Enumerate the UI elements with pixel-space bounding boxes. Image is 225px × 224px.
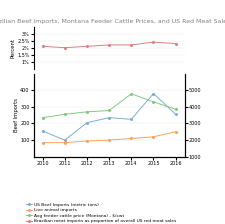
US Beef Imports (metric tons) <box>130 118 133 121</box>
Live animal imports <box>41 141 44 144</box>
Line: Avg feeder cattle price (Montana) - $/cwt: Avg feeder cattle price (Montana) - $/cw… <box>42 93 176 118</box>
US Beef Imports (metric tons) <box>63 139 66 142</box>
Line: Live animal imports: Live animal imports <box>42 131 176 144</box>
Legend: US Beef Imports (metric tons), Live animal imports, Avg feeder cattle price (Mon: US Beef Imports (metric tons), Live anim… <box>25 202 177 224</box>
Line: US Beef Imports (metric tons): US Beef Imports (metric tons) <box>42 93 176 141</box>
Avg feeder cattle price (Montana) - $/cwt <box>41 116 44 119</box>
Avg feeder cattle price (Montana) - $/cwt <box>152 101 155 103</box>
Avg feeder cattle price (Montana) - $/cwt <box>174 108 177 111</box>
Live animal imports <box>130 137 133 140</box>
Avg feeder cattle price (Montana) - $/cwt <box>86 110 88 113</box>
Avg feeder cattle price (Montana) - $/cwt <box>130 93 133 95</box>
Avg feeder cattle price (Montana) - $/cwt <box>63 113 66 116</box>
Live animal imports <box>86 140 88 142</box>
Y-axis label: Beef Imports: Beef Imports <box>14 98 19 132</box>
US Beef Imports (metric tons) <box>174 113 177 116</box>
Title: Brazilian Beef Imports, Montana Feeder Cattle Prices, and US Red Meat Sales: Brazilian Beef Imports, Montana Feeder C… <box>0 19 225 24</box>
US Beef Imports (metric tons) <box>152 92 155 95</box>
Live animal imports <box>174 130 177 133</box>
US Beef Imports (metric tons) <box>108 116 110 119</box>
US Beef Imports (metric tons) <box>41 130 44 132</box>
Avg feeder cattle price (Montana) - $/cwt <box>108 109 110 112</box>
Live animal imports <box>108 139 110 142</box>
Live animal imports <box>63 141 66 144</box>
Live animal imports <box>152 136 155 138</box>
US Beef Imports (metric tons) <box>86 121 88 124</box>
Y-axis label: Percent: Percent <box>11 38 16 58</box>
